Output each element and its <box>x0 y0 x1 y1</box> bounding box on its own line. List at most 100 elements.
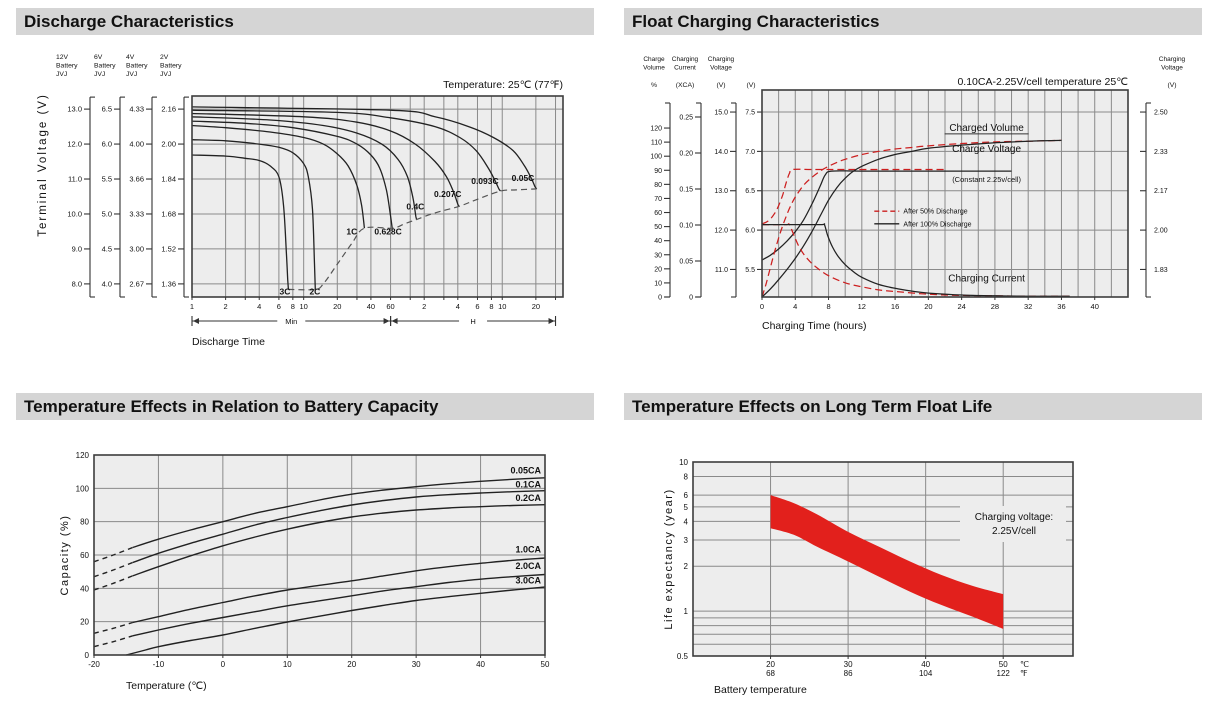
svg-text:(V): (V) <box>746 82 755 89</box>
svg-text:68: 68 <box>766 669 775 678</box>
svg-text:2C: 2C <box>309 286 320 296</box>
svg-text:2: 2 <box>422 302 426 311</box>
section-discharge: Discharge Characteristics 12V Battery JVJ 1… <box>16 8 594 375</box>
svg-text:12: 12 <box>858 302 866 311</box>
svg-text:3.66: 3.66 <box>129 175 144 184</box>
svg-text:Voltage: Voltage <box>710 65 732 72</box>
svg-text:2.00: 2.00 <box>161 140 176 149</box>
svg-text:0.5: 0.5 <box>677 652 689 661</box>
svg-text:60: 60 <box>654 210 662 217</box>
svg-text:℉: ℉ <box>1020 669 1028 678</box>
svg-text:2.00: 2.00 <box>1154 228 1168 235</box>
right-axis: Charging Voltage (V) 2.50 2.33 2.17 2.00 1.83 <box>1140 56 1186 298</box>
svg-text:2.0CA: 2.0CA <box>515 561 541 571</box>
chart-note: Temperature: 25℃ (77℉) <box>443 79 563 91</box>
svg-text:Min: Min <box>285 317 297 326</box>
svg-text:0.25: 0.25 <box>679 115 693 122</box>
svg-text:5.5: 5.5 <box>745 267 755 274</box>
svg-text:20: 20 <box>654 266 662 273</box>
curve-labels: 0.05CA 0.1CA 0.2CA 1.0CA 2.0CA 3.0CA <box>510 465 541 585</box>
svg-text:0.1CA: 0.1CA <box>515 480 541 490</box>
svg-text:122: 122 <box>997 669 1011 678</box>
svg-text:50: 50 <box>999 660 1008 669</box>
svg-text:Charging Time (hours): Charging Time (hours) <box>762 320 866 332</box>
x-axis-title: Temperature (℃) <box>126 680 207 692</box>
svg-text:7.0: 7.0 <box>745 149 755 156</box>
section-header-discharge: Discharge Characteristics <box>16 8 594 35</box>
svg-text:0.628C: 0.628C <box>374 227 401 237</box>
svg-text:2.25V/cell: 2.25V/cell <box>992 526 1036 537</box>
svg-text:60: 60 <box>80 551 89 560</box>
svg-text:10: 10 <box>679 458 688 467</box>
svg-text:Charging: Charging <box>708 56 735 63</box>
temperature-capacity-chart: 0.05CA 0.1CA 0.2CA 1.0CA 2.0CA 3.0CA -20 -10 0 10… <box>59 451 550 692</box>
chart-note: 0.10CA-2.25V/cell temperature 25℃ <box>957 76 1128 88</box>
svg-text:Capacity (%): Capacity (%) <box>59 515 71 596</box>
svg-text:30: 30 <box>412 660 421 669</box>
svg-text:36: 36 <box>1057 302 1065 311</box>
svg-text:After 50% Discharge: After 50% Discharge <box>903 209 967 216</box>
svg-text:28: 28 <box>991 302 999 311</box>
svg-text:5: 5 <box>684 503 689 512</box>
capacity-curves <box>93 477 546 656</box>
svg-text:Battery: Battery <box>160 63 182 70</box>
float-life-chart: Charging voltage:2.25V/cell2068308640104… <box>663 458 1074 696</box>
svg-text:(XCA): (XCA) <box>676 82 695 89</box>
x-axis: 1 2 4 6 8 10 20 40 60 2 4 6 8 10 20 <box>190 297 557 311</box>
svg-text:2.33: 2.33 <box>1154 149 1168 156</box>
svg-text:Battery: Battery <box>126 63 148 70</box>
svg-text:10: 10 <box>498 302 506 311</box>
svg-text:2.67: 2.67 <box>129 279 144 288</box>
svg-text:50: 50 <box>654 224 662 231</box>
svg-text:Current: Current <box>674 65 696 72</box>
svg-text:2V: 2V <box>160 54 169 61</box>
svg-text:Charged Volume: Charged Volume <box>949 123 1024 134</box>
svg-text:4: 4 <box>793 302 797 311</box>
section-header-float-charging: Float Charging Characteristics <box>624 8 1202 35</box>
svg-text:8: 8 <box>489 302 493 311</box>
svg-text:JVJ: JVJ <box>56 71 67 78</box>
svg-text:℃: ℃ <box>1020 660 1029 669</box>
svg-text:120: 120 <box>650 126 662 133</box>
svg-text:90: 90 <box>654 168 662 175</box>
x-axis-title: Discharge Time <box>192 336 265 348</box>
svg-text:4.00: 4.00 <box>129 140 144 149</box>
svg-text:0.4C: 0.4C <box>406 202 424 212</box>
svg-text:6.5: 6.5 <box>745 188 755 195</box>
y-axis: 10 8 6 5 4 3 2 1 0.5 <box>677 458 689 661</box>
section-temp-capacity: Temperature Effects in Relation to Batte… <box>16 393 594 720</box>
svg-text:4: 4 <box>684 517 689 526</box>
life-band <box>770 495 1004 629</box>
svg-text:40: 40 <box>921 660 930 669</box>
curve-labels: 3C 2C 1C 0.628C 0.4C 0.207C 0.093C 0.05C <box>280 173 535 297</box>
grid <box>762 90 1128 297</box>
svg-text:86: 86 <box>844 669 853 678</box>
svg-text:0.05C: 0.05C <box>512 173 535 183</box>
svg-text:(V): (V) <box>716 82 725 89</box>
svg-text:40: 40 <box>80 584 89 593</box>
svg-text:14.0: 14.0 <box>714 149 728 156</box>
svg-text:4V: 4V <box>126 54 135 61</box>
svg-text:0: 0 <box>689 295 693 302</box>
svg-text:10.0: 10.0 <box>67 209 82 218</box>
svg-text:1.68: 1.68 <box>161 209 176 218</box>
discharge-curves <box>191 106 538 291</box>
time-unit-arrows: Min H <box>191 316 557 326</box>
svg-text:32: 32 <box>1024 302 1032 311</box>
svg-text:Discharge Time: Discharge Time <box>192 336 265 348</box>
svg-text:6: 6 <box>475 302 479 311</box>
svg-text:16: 16 <box>891 302 899 311</box>
svg-text:0.2CA: 0.2CA <box>515 493 541 503</box>
svg-text:Voltage: Voltage <box>1161 65 1183 72</box>
svg-text:Volume: Volume <box>643 65 665 72</box>
svg-text:0.10CA-2.25V/cell temperature: 0.10CA-2.25V/cell temperature 25℃ <box>957 76 1128 88</box>
svg-text:70: 70 <box>654 196 662 203</box>
svg-text:Charging: Charging <box>672 56 699 63</box>
svg-text:120: 120 <box>76 451 90 460</box>
svg-text:24: 24 <box>957 302 965 311</box>
svg-text:15.0: 15.0 <box>714 110 728 117</box>
svg-text:(Constant 2.25v/cell): (Constant 2.25v/cell) <box>952 175 1021 184</box>
svg-text:110: 110 <box>651 140 662 147</box>
svg-text:7.5: 7.5 <box>745 110 755 117</box>
svg-text:1.0CA: 1.0CA <box>515 545 541 555</box>
